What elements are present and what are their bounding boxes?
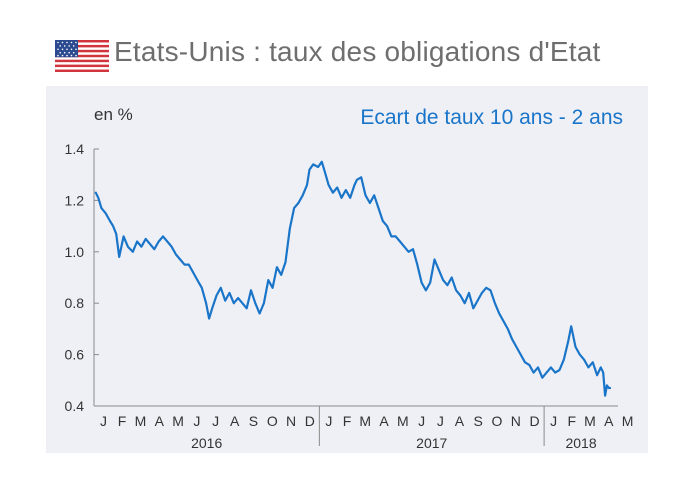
x-month-label: M (172, 413, 184, 429)
us-flag-icon (55, 40, 109, 72)
x-month-label: O (492, 413, 503, 429)
x-month-label: D (530, 413, 540, 429)
y-tick-label: 1.4 (65, 141, 85, 157)
x-year-label: 2017 (416, 435, 447, 451)
x-month-label: J (100, 413, 107, 429)
x-year-label: 2018 (565, 435, 596, 451)
x-month-label: S (474, 413, 483, 429)
x-month-label: F (118, 413, 127, 429)
x-month-label: J (437, 413, 444, 429)
y-axis: 0.4 0.6 0.8 1.0 1.2 1.4 (65, 141, 99, 414)
x-month-label: N (511, 413, 521, 429)
y-tick-label: 0.8 (65, 295, 85, 311)
x-month-label: A (604, 413, 614, 429)
x-month-label: M (584, 413, 596, 429)
chart-title: Etats-Unis : taux des obligations d'Etat (114, 36, 601, 67)
x-month-label: J (550, 413, 557, 429)
x-month-label: M (622, 413, 634, 429)
x-month-label: F (568, 413, 577, 429)
x-month-label: S (249, 413, 258, 429)
x-month-label: D (305, 413, 315, 429)
x-month-label: J (418, 413, 425, 429)
x-month-label: A (230, 413, 240, 429)
x-month-label: O (267, 413, 278, 429)
chart-subtitle: Ecart de taux 10 ans - 2 ans (360, 106, 623, 129)
y-tick-label: 0.4 (65, 398, 85, 414)
x-month-label: J (325, 413, 332, 429)
x-month-label: M (359, 413, 371, 429)
x-month-label: A (155, 413, 165, 429)
y-tick-label: 1.0 (65, 244, 85, 260)
x-month-label: J (193, 413, 200, 429)
y-tick-label: 0.6 (65, 347, 85, 363)
x-month-label: J (212, 413, 219, 429)
y-tick-label: 1.2 (65, 192, 85, 208)
chart-panel: en % Ecart de taux 10 ans - 2 ans 0.4 0.6… (46, 86, 648, 453)
y-axis-unit-label: en % (94, 105, 133, 124)
x-month-label: A (455, 413, 465, 429)
x-year-label: 2016 (191, 435, 222, 451)
x-month-label: M (397, 413, 409, 429)
series-line-spread (94, 160, 612, 397)
chart-plot: en % Ecart de taux 10 ans - 2 ans 0.4 0.6… (65, 105, 634, 451)
x-month-label: M (135, 413, 147, 429)
x-month-label: A (379, 413, 389, 429)
x-month-label: F (343, 413, 352, 429)
chart-header: Etats-Unis : taux des obligations d'Etat (0, 0, 695, 82)
x-month-label: N (286, 413, 296, 429)
